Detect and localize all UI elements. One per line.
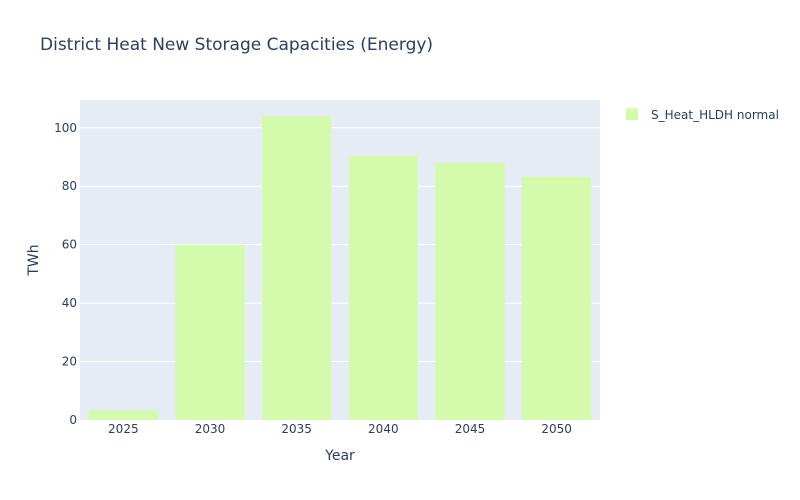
bar[interactable] [175,244,245,420]
legend[interactable]: S_Heat_HLDH normal [626,108,779,122]
legend-swatch [626,108,638,120]
bar[interactable] [522,176,592,420]
bar[interactable] [348,156,418,420]
bar[interactable] [88,410,158,420]
x-tick-label: 2045 [455,422,486,436]
x-tick-label: 2040 [368,422,399,436]
y-tick-label: 0 [69,413,77,427]
y-axis-ticks: 0 20 40 60 80 100 [54,121,77,427]
chart-title: District Heat New Storage Capacities (En… [40,35,433,55]
x-tick-label: 2025 [108,422,139,436]
bar[interactable] [262,116,332,420]
plot-area [80,100,600,420]
y-tick-label: 80 [62,179,77,193]
y-tick-label: 100 [54,121,77,135]
x-tick-label: 2035 [281,422,312,436]
x-tick-label: 2050 [541,422,572,436]
y-tick-label: 20 [62,355,77,369]
x-axis-title: Year [324,448,355,464]
x-tick-label: 2030 [195,422,226,436]
y-tick-label: 40 [62,296,77,310]
y-tick-label: 60 [62,238,77,252]
y-axis-title: TWh [26,244,42,276]
gridlines [80,127,600,363]
bar[interactable] [435,162,505,420]
x-axis-ticks: 2025 2030 2035 2040 2045 2050 [108,422,572,436]
legend-label: S_Heat_HLDH normal [651,108,779,122]
bars [88,116,592,420]
